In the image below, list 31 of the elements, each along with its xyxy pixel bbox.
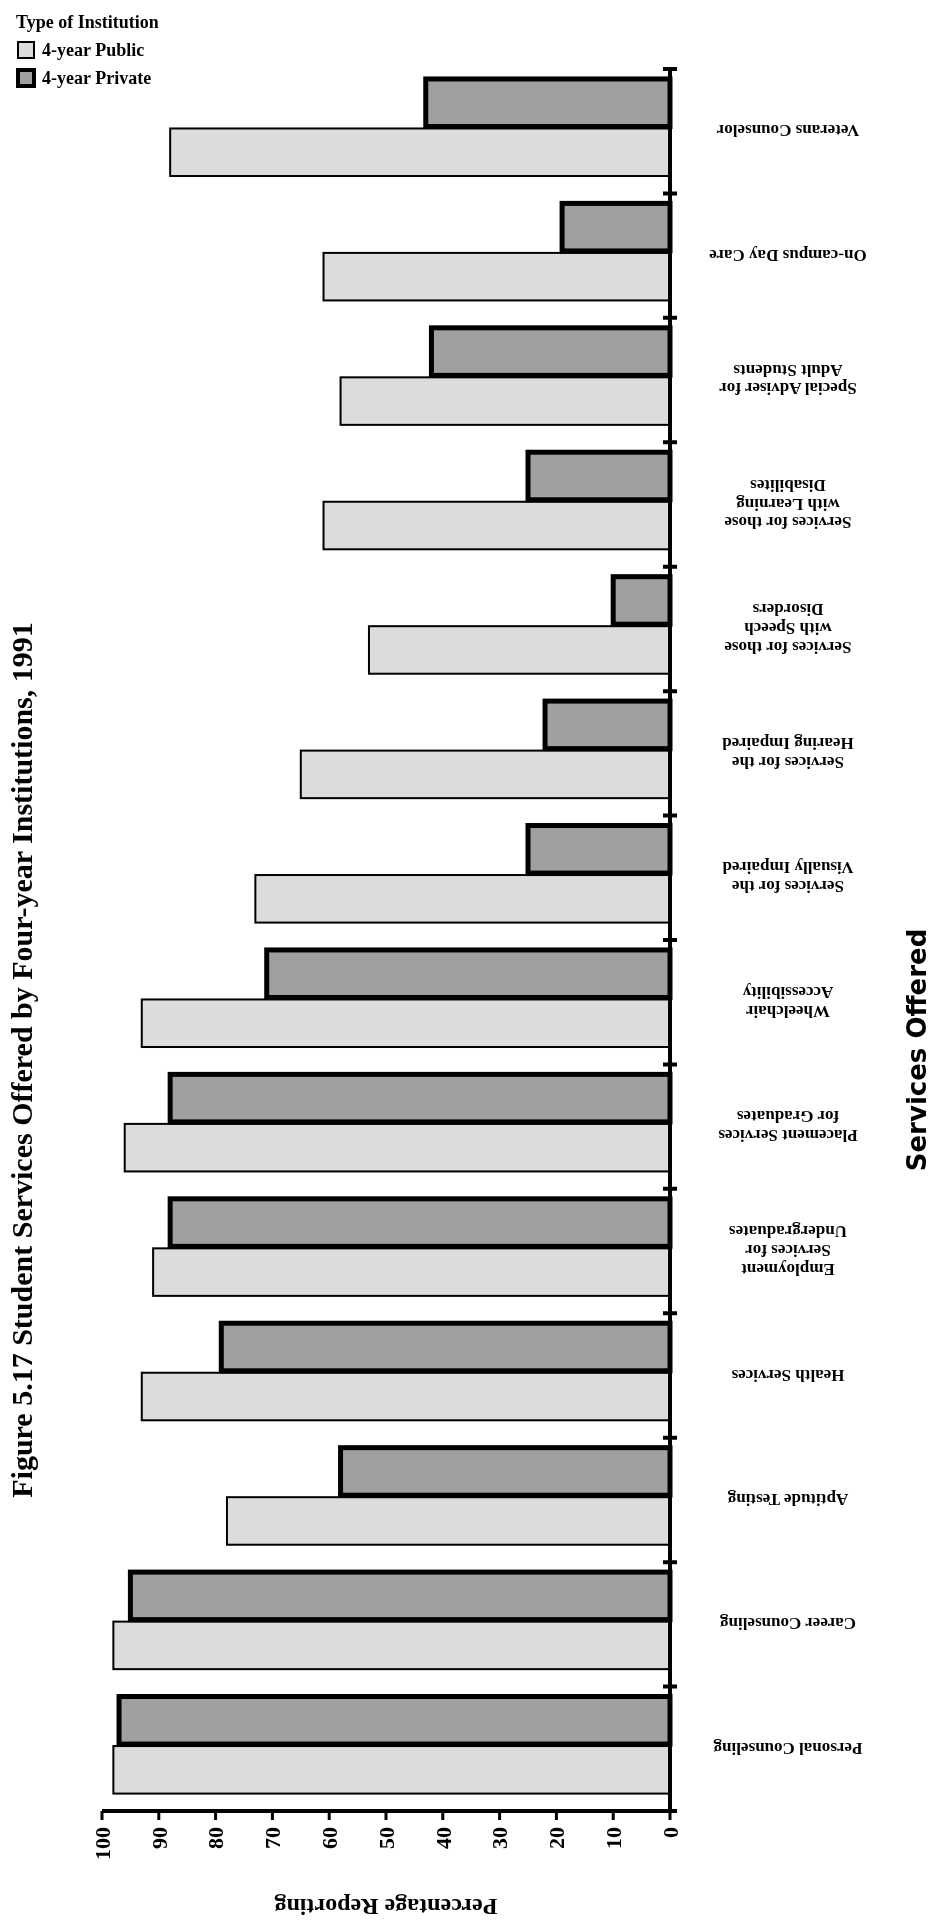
y-tick-label: Services for the Visually Impaired (722, 858, 854, 897)
y-tick-label: Employment Services for Undergraduates (728, 1222, 848, 1279)
x-tick-label: 40 (430, 1827, 456, 1849)
y-axis-title: Services Offered (902, 928, 932, 1172)
legend-label: 4-year Private (42, 68, 152, 88)
y-tick-label: Personal Counseling (713, 1738, 863, 1758)
x-tick-label: 60 (316, 1827, 342, 1849)
text: Figure 5.17 Student Services Offered by Four-year Institutions, 1991 (5, 622, 38, 1498)
y-tick-label: Career Counseling (719, 1614, 856, 1634)
y-tick-label: Aptitude Testing (727, 1489, 849, 1509)
y-tick-label: Placement Services for Graduates (718, 1107, 858, 1146)
x-tick-label: 0 (657, 1827, 683, 1838)
y-tick-label: Special Adviser for Adult Students (718, 360, 857, 399)
y-tick-label: Veterans Counselor (716, 121, 860, 141)
y-tick-label: Health Services (731, 1365, 845, 1385)
x-tick-label: 80 (203, 1827, 229, 1849)
x-tick-label: 90 (146, 1827, 172, 1849)
x-tick-label: 50 (373, 1827, 399, 1849)
x-tick-label: 30 (487, 1827, 513, 1849)
y-tick-label: Wheelchair Accessibility (742, 982, 834, 1021)
x-tick-label: 20 (544, 1827, 570, 1849)
x-tick-label: 70 (260, 1827, 286, 1849)
legend-title: Type of Institution (16, 12, 159, 32)
y-tick-label: On-campus Day Care (708, 245, 867, 265)
x-tick-label: 10 (600, 1827, 626, 1849)
legend-label: 4-year Public (42, 40, 145, 60)
x-tick-label: 100 (89, 1827, 115, 1860)
y-tick-label: Services for the Hearing Impaired (721, 734, 854, 772)
x-axis-title: Percentage Reporting (274, 1894, 498, 1920)
y-tick-label: Services for those with Learning Disabilites (723, 475, 852, 533)
y-tick-label: Services for those with Speech Disorders (723, 600, 852, 657)
